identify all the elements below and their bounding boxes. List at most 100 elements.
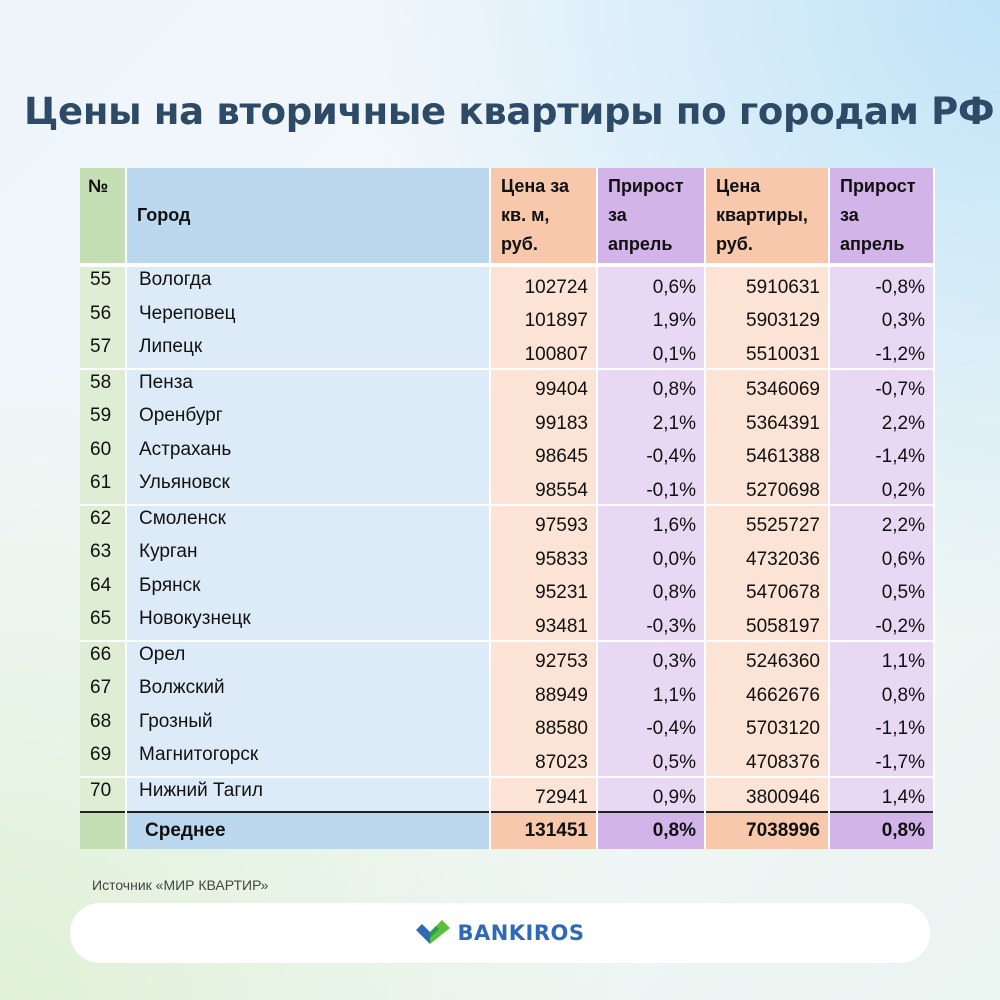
row-growth-sqm: 1,6% (597, 503, 706, 539)
row-price-per-sqm: 97593 (490, 503, 598, 539)
average-growth-apartment: 0,8% (829, 811, 935, 849)
header-price-per-sqm: Цена за кв. м, руб. (490, 168, 598, 267)
source-note: Источник «МИР КВАРТИР» (92, 877, 269, 893)
row-price-per-sqm: 100807 (490, 334, 598, 369)
row-growth-sqm: 0,6% (597, 265, 706, 301)
row-city: Ульяновск (126, 470, 491, 505)
table-row: 70 Нижний Тагил 72941 0,9% 3800946 1,4% (80, 775, 935, 812)
row-growth-sqm: 0,8% (597, 572, 706, 606)
row-city: Нижний Тагил (126, 775, 491, 812)
row-apartment-price: 5246360 (705, 639, 830, 675)
row-price-per-sqm: 99404 (490, 367, 598, 403)
price-table: № Город Цена за кв. м, руб. Прирост за а… (80, 168, 935, 849)
table-row: 65 Новокузнецк 93481 -0,3% 5058197 -0,2% (80, 606, 935, 641)
table-row: 68 Грозный 88580 -0,4% 5703120 -1,1% (80, 708, 935, 742)
average-label: Среднее (126, 811, 491, 849)
row-city: Брянск (126, 572, 491, 606)
header-num: № (80, 168, 127, 267)
price-table-container: № Город Цена за кв. м, руб. Прирост за а… (80, 168, 935, 849)
row-growth-sqm: 0,1% (597, 334, 706, 369)
row-growth-apartment: -0,8% (829, 265, 935, 301)
row-apartment-price: 5346069 (705, 367, 830, 403)
table-row: 57 Липецк 100807 0,1% 5510031 -1,2% (80, 334, 935, 369)
row-city: Липецк (126, 334, 491, 369)
row-city: Оренбург (126, 403, 491, 437)
table-row: 60 Астрахань 98645 -0,4% 5461388 -1,4% (80, 436, 935, 470)
header-city: Город (126, 168, 491, 267)
row-price-per-sqm: 88580 (490, 708, 598, 742)
average-price: 131451 (490, 811, 598, 849)
row-num: 69 (80, 742, 127, 777)
row-city: Смоленск (126, 503, 491, 539)
header-growth-apartment: Прирост за апрель (829, 168, 935, 267)
row-num: 67 (80, 675, 127, 709)
table-row: 62 Смоленск 97593 1,6% 5525727 2,2% (80, 503, 935, 539)
row-growth-sqm: -0,1% (597, 470, 706, 505)
row-growth-apartment: -1,2% (829, 334, 935, 369)
row-growth-apartment: -1,4% (829, 436, 935, 470)
row-apartment-price: 4662676 (705, 675, 830, 709)
footer-bar: BANKIROS (70, 903, 930, 963)
row-growth-sqm: 0,0% (597, 539, 706, 573)
row-growth-apartment: 0,5% (829, 572, 935, 606)
average-num-cell (80, 811, 127, 849)
row-growth-sqm: -0,4% (597, 708, 706, 742)
bankiros-check-logo-icon (416, 920, 451, 944)
table-row: 63 Курган 95833 0,0% 4732036 0,6% (80, 539, 935, 573)
row-apartment-price: 5903129 (705, 300, 830, 334)
row-growth-sqm: 0,5% (597, 742, 706, 777)
row-price-per-sqm: 98554 (490, 470, 598, 505)
row-city: Череповец (126, 300, 491, 334)
table-header-row: № Город Цена за кв. м, руб. Прирост за а… (80, 168, 935, 267)
row-price-per-sqm: 101897 (490, 300, 598, 334)
row-price-per-sqm: 87023 (490, 742, 598, 777)
row-apartment-price: 5058197 (705, 606, 830, 641)
row-growth-apartment: 1,1% (829, 639, 935, 675)
row-growth-apartment: 2,2% (829, 503, 935, 539)
row-growth-apartment: 0,2% (829, 470, 935, 505)
row-num: 63 (80, 539, 127, 573)
row-city: Пенза (126, 367, 491, 403)
row-growth-apartment: -1,1% (829, 708, 935, 742)
brand-logo[interactable]: BANKIROS (415, 919, 584, 947)
row-num: 66 (80, 639, 127, 675)
row-num: 68 (80, 708, 127, 742)
table-row: 66 Орел 92753 0,3% 5246360 1,1% (80, 639, 935, 675)
row-price-per-sqm: 92753 (490, 639, 598, 675)
page-title: Цены на вторичные квартиры по городам РФ (24, 90, 995, 133)
row-price-per-sqm: 88949 (490, 675, 598, 709)
row-city: Астрахань (126, 436, 491, 470)
row-city: Новокузнецк (126, 606, 491, 641)
row-growth-sqm: 0,3% (597, 639, 706, 675)
table-row: 69 Магнитогорск 87023 0,5% 4708376 -1,7% (80, 742, 935, 777)
table-row: 58 Пенза 99404 0,8% 5346069 -0,7% (80, 367, 935, 403)
brand-name: BANKIROS (457, 921, 585, 945)
row-num: 60 (80, 436, 127, 470)
row-growth-apartment: 0,3% (829, 300, 935, 334)
row-apartment-price: 3800946 (705, 775, 830, 812)
row-num: 57 (80, 334, 127, 369)
row-city: Грозный (126, 708, 491, 742)
row-apartment-price: 5910631 (705, 265, 830, 301)
row-price-per-sqm: 99183 (490, 403, 598, 437)
row-price-per-sqm: 102724 (490, 265, 598, 301)
average-apartment-price: 7038996 (705, 811, 830, 849)
row-price-per-sqm: 95833 (490, 539, 598, 573)
row-growth-apartment: -0,7% (829, 367, 935, 403)
row-growth-sqm: 0,8% (597, 367, 706, 403)
row-apartment-price: 5470678 (705, 572, 830, 606)
header-apartment-price: Цена квартиры, руб. (705, 168, 830, 267)
row-apartment-price: 4708376 (705, 742, 830, 777)
row-growth-sqm: -0,3% (597, 606, 706, 641)
header-growth-sqm: Прирост за апрель (597, 168, 706, 267)
row-city: Орел (126, 639, 491, 675)
row-num: 56 (80, 300, 127, 334)
row-apartment-price: 5461388 (705, 436, 830, 470)
row-num: 61 (80, 470, 127, 505)
table-row: 61 Ульяновск 98554 -0,1% 5270698 0,2% (80, 470, 935, 505)
row-price-per-sqm: 95231 (490, 572, 598, 606)
row-num: 58 (80, 367, 127, 403)
row-num: 59 (80, 403, 127, 437)
row-apartment-price: 5270698 (705, 470, 830, 505)
table-row: 56 Череповец 101897 1,9% 5903129 0,3% (80, 300, 935, 334)
